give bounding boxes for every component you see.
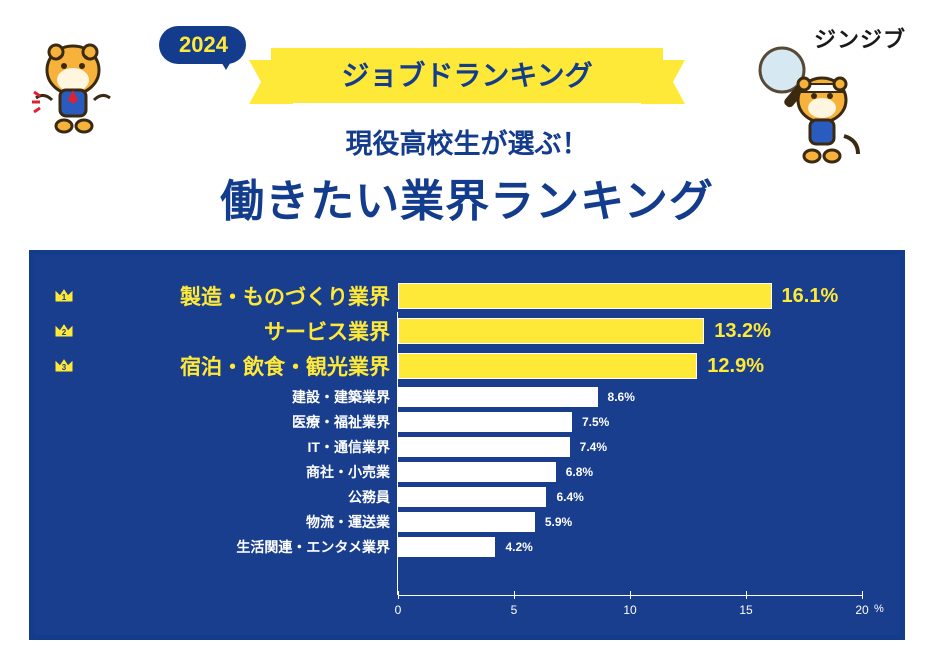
bar-value: 6.4% <box>556 490 583 504</box>
axis-tick-label: 5 <box>511 603 518 617</box>
bar-value: 7.5% <box>582 415 609 429</box>
bar <box>398 318 704 344</box>
subtitle-rest: が選ぶ！ <box>481 129 589 159</box>
bar-label: 商社・小売業 <box>78 462 398 482</box>
svg-text:2: 2 <box>62 328 67 337</box>
bar-row: 1 製造・ものづくり業界 16.1% <box>54 281 862 311</box>
year-text: 2024 <box>179 32 228 57</box>
bar-plot-area: 6.4% <box>398 486 862 508</box>
bar-row: IT・通信業界 7.4% <box>54 436 862 458</box>
bar-label: 生活関連・エンタメ業界 <box>78 537 398 557</box>
chart-panel: 1 製造・ものづくり業界 16.1% 2 サービス業界 13.2% 3 宿泊・飲食・… <box>29 250 905 640</box>
bar-value: 8.6% <box>608 390 635 404</box>
bar-plot-area: 4.2% <box>398 536 862 558</box>
bar <box>398 353 697 379</box>
bar-rows: 1 製造・ものづくり業界 16.1% 2 サービス業界 13.2% 3 宿泊・飲食・… <box>54 281 862 558</box>
bar-value: 5.9% <box>545 515 572 529</box>
mascot-left <box>28 30 118 153</box>
ranking-ribbon: ジョブドランキング <box>271 48 662 103</box>
bar-plot-area: 6.8% <box>398 461 862 483</box>
bar-value: 6.8% <box>566 465 593 479</box>
bar-label: 製造・ものづくり業界 <box>78 281 398 311</box>
axis-tick-label: 0 <box>395 603 402 617</box>
bar-row: 公務員 6.4% <box>54 486 862 508</box>
bar <box>398 437 570 456</box>
axis-tick <box>630 591 631 599</box>
main-title: 働きたい業界ランキング <box>147 165 787 229</box>
bar-plot-area: 13.2% <box>398 316 862 346</box>
bar-label: サービス業界 <box>78 316 398 346</box>
ribbon-text: ジョブドランキング <box>341 60 592 91</box>
axis-tick <box>746 591 747 599</box>
subtitle: 現役高校生が選ぶ！ <box>147 122 787 161</box>
axis-tick-label: 20 <box>855 603 868 617</box>
bar-row: 建設・建築業界 8.6% <box>54 386 862 408</box>
bar-plot-area: 7.5% <box>398 411 862 433</box>
axis-tick <box>514 591 515 599</box>
bar-row: 商社・小売業 6.8% <box>54 461 862 483</box>
svg-text:3: 3 <box>62 363 67 372</box>
rank-crown-icon: 2 <box>54 322 76 340</box>
bar-row: 3 宿泊・飲食・観光業界 12.9% <box>54 351 862 381</box>
bar-row: 医療・福祉業界 7.5% <box>54 411 862 433</box>
bar <box>398 387 598 406</box>
axis-tick <box>862 591 863 599</box>
rank-crown-icon: 1 <box>54 287 76 305</box>
subtitle-emph: 現役高校生 <box>346 129 481 159</box>
bar-row: 物流・運送業 5.9% <box>54 511 862 533</box>
bar-plot-area: 5.9% <box>398 511 862 533</box>
bar-plot-area: 8.6% <box>398 386 862 408</box>
axis-tick-label: 10 <box>623 603 636 617</box>
axis-unit: % <box>874 603 884 615</box>
bar-row: 生活関連・エンタメ業界 4.2% <box>54 536 862 558</box>
bar-value: 16.1% <box>782 285 839 308</box>
x-axis: 05101520% <box>398 595 862 621</box>
bar-label: 宿泊・飲食・観光業界 <box>78 351 398 381</box>
rank-crown-icon: 3 <box>54 357 76 375</box>
bar-value: 12.9% <box>707 355 764 378</box>
bar <box>398 537 495 556</box>
bar-value: 7.4% <box>580 440 607 454</box>
bar-label: 医療・福祉業界 <box>78 412 398 432</box>
bar <box>398 512 535 531</box>
axis-y-line <box>397 312 398 595</box>
bar-label: 建設・建築業界 <box>78 387 398 407</box>
svg-text:1: 1 <box>62 293 67 302</box>
bar-row: 2 サービス業界 13.2% <box>54 316 862 346</box>
bar-plot-area: 7.4% <box>398 436 862 458</box>
axis-tick-label: 15 <box>739 603 752 617</box>
year-pill: 2024 <box>159 26 246 64</box>
axis-tick <box>398 591 399 599</box>
bar-label: 公務員 <box>78 487 398 507</box>
bar-plot-area: 12.9% <box>398 351 862 381</box>
header: 2024 ジョブドランキング 現役高校生が選ぶ！ 働きたい業界ランキング <box>147 48 787 229</box>
bar-value: 13.2% <box>714 320 771 343</box>
bar <box>398 487 546 506</box>
bar-plot-area: 16.1% <box>398 281 862 311</box>
bar-label: IT・通信業界 <box>78 437 398 457</box>
bar-value: 4.2% <box>505 540 532 554</box>
bar-label: 物流・運送業 <box>78 512 398 532</box>
bar <box>398 412 572 431</box>
bar <box>398 283 772 309</box>
bar <box>398 462 556 481</box>
